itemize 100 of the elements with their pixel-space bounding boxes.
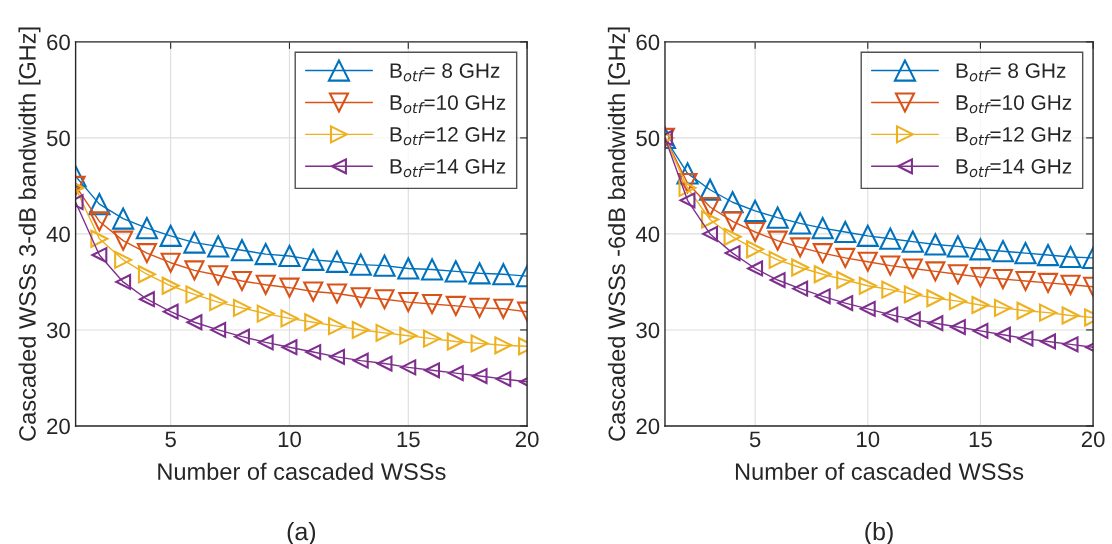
point <box>421 293 443 315</box>
point <box>373 254 396 277</box>
x-tick-label: 10 <box>857 431 880 448</box>
y-axis-title: Cascaded WSSs -6dB bandwidth [GHz] <box>607 27 630 441</box>
point <box>746 240 765 259</box>
point <box>994 326 1011 343</box>
point <box>492 263 515 286</box>
point <box>375 323 394 342</box>
point <box>1059 245 1082 269</box>
x-tick-label: 20 <box>1081 431 1105 448</box>
point <box>469 297 490 318</box>
point <box>445 295 466 316</box>
point <box>835 247 856 268</box>
y-tick-label: 30 <box>46 322 70 339</box>
point <box>1036 243 1060 267</box>
point <box>970 267 991 288</box>
point <box>745 221 766 243</box>
point <box>859 300 876 317</box>
x-tick-label: 10 <box>278 431 301 448</box>
point <box>376 355 393 372</box>
point <box>702 225 719 242</box>
point <box>1062 336 1079 353</box>
point <box>494 336 513 355</box>
point <box>927 315 944 332</box>
point <box>351 320 370 339</box>
point <box>879 227 902 250</box>
x-axis-title: Number of cascaded WSSs <box>735 462 1024 480</box>
point <box>811 217 834 240</box>
point <box>91 247 108 264</box>
point <box>767 230 788 251</box>
legend-label: B$_{otf}$= 8 GHz <box>390 63 500 82</box>
point <box>766 206 789 229</box>
point <box>420 258 444 281</box>
point <box>208 265 229 286</box>
point <box>278 244 301 268</box>
y-tick-label: 60 <box>636 34 660 51</box>
point <box>991 240 1015 263</box>
point <box>88 193 111 216</box>
point <box>281 339 298 356</box>
point <box>89 211 110 232</box>
point <box>1016 301 1035 320</box>
point <box>135 217 159 240</box>
point <box>768 250 787 269</box>
point <box>857 251 878 272</box>
point <box>183 231 206 254</box>
y-tick-label: 50 <box>636 130 660 147</box>
point <box>837 295 854 312</box>
point <box>184 260 205 281</box>
point <box>949 319 966 336</box>
point <box>231 270 253 292</box>
point <box>399 326 418 345</box>
point <box>836 270 855 290</box>
point <box>397 257 420 280</box>
point <box>1037 272 1059 293</box>
x-tick-label: 15 <box>969 431 992 448</box>
point <box>769 272 786 288</box>
point <box>350 287 371 308</box>
point <box>856 224 879 247</box>
point <box>747 260 764 277</box>
point <box>972 322 989 339</box>
point <box>113 230 134 251</box>
y-tick-label: 20 <box>47 418 70 435</box>
point <box>162 303 179 320</box>
point <box>186 314 203 331</box>
point <box>903 285 922 304</box>
legend-label: B$_{otf}$=10 GHz <box>390 95 506 114</box>
point <box>90 229 109 248</box>
point <box>257 334 274 351</box>
point <box>812 243 833 264</box>
point <box>446 332 465 351</box>
point <box>744 199 767 222</box>
point <box>947 264 968 285</box>
point <box>1039 303 1058 322</box>
point <box>349 253 372 276</box>
point <box>209 293 228 312</box>
point <box>679 192 696 209</box>
point <box>723 227 742 246</box>
point <box>1040 333 1057 350</box>
point <box>137 265 156 284</box>
point <box>161 276 180 295</box>
point <box>790 237 811 258</box>
point <box>398 292 419 313</box>
point <box>946 235 970 258</box>
point <box>374 289 395 310</box>
point <box>185 285 204 304</box>
point <box>471 368 488 385</box>
point <box>255 274 276 295</box>
point <box>207 235 230 258</box>
point <box>882 306 899 323</box>
point <box>902 258 923 279</box>
point <box>447 365 464 382</box>
x-axis-title: Number of cascaded WSSs <box>158 462 446 480</box>
point <box>814 288 831 305</box>
point <box>159 224 182 247</box>
point <box>698 178 722 201</box>
y-tick-label: 30 <box>636 322 660 339</box>
point <box>232 298 251 317</box>
point <box>1017 330 1034 347</box>
point <box>678 178 697 197</box>
point <box>233 328 250 345</box>
